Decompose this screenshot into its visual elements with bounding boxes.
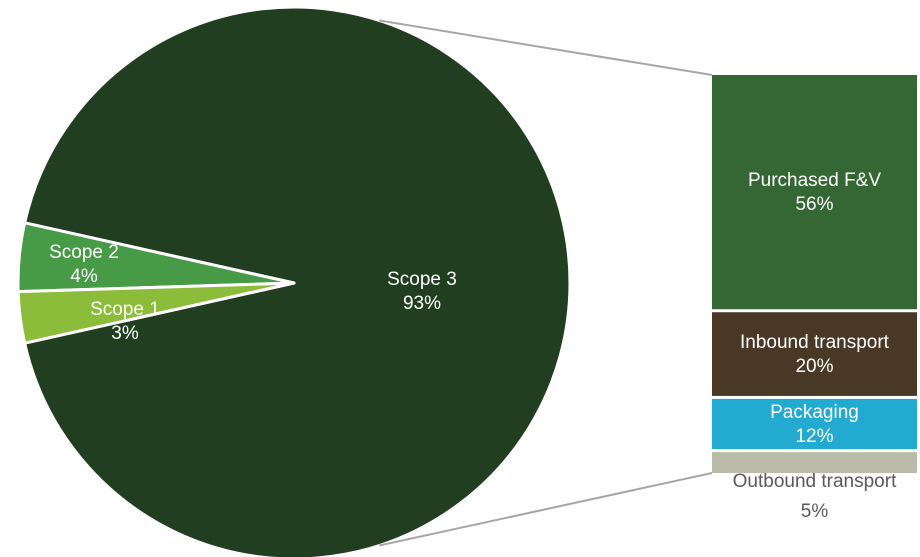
pie-label-scope-3-value: 93% xyxy=(403,293,441,314)
bar-segment-packaging xyxy=(712,398,917,450)
connector-line-bottom xyxy=(379,472,713,547)
bar-segment-purchased-fandv xyxy=(712,75,917,310)
bar-label-outbound-transport-value: 5% xyxy=(801,501,829,522)
pie-label-scope-1-value: 3% xyxy=(111,323,139,344)
connector-lines xyxy=(379,19,713,547)
bar-label-purchased-fandv-value: 56% xyxy=(795,194,833,215)
pie-label-scope-1-name: Scope 1 xyxy=(90,299,160,320)
bar-label-packaging-value: 12% xyxy=(795,426,833,447)
bar-segment-outbound-transport xyxy=(712,452,917,473)
pie-label-scope-2-name: Scope 2 xyxy=(49,242,119,263)
pie-label-scope-2-value: 4% xyxy=(70,266,98,287)
bar-label-outbound-transport-name: Outbound transport xyxy=(733,471,897,492)
bar-label-purchased-fandv-name: Purchased F&V xyxy=(748,170,881,191)
pie-slice-scope-1 xyxy=(16,281,296,345)
pie-label-scope-3-name: Scope 3 xyxy=(387,269,457,290)
bar-label-packaging-name: Packaging xyxy=(770,402,859,423)
bar-segment-inbound-transport xyxy=(712,312,917,396)
pie xyxy=(16,5,572,557)
bar-label-inbound-transport-name: Inbound transport xyxy=(740,332,890,353)
pie-slice-scope-3 xyxy=(23,5,572,557)
data-labels: Scope 3 93% Scope 2 4% Scope 1 3% Purchased F&… xyxy=(49,170,897,522)
bar-label-inbound-transport-value: 20% xyxy=(795,356,833,377)
connector-line-top xyxy=(379,19,713,76)
stacked-bar xyxy=(712,75,917,473)
